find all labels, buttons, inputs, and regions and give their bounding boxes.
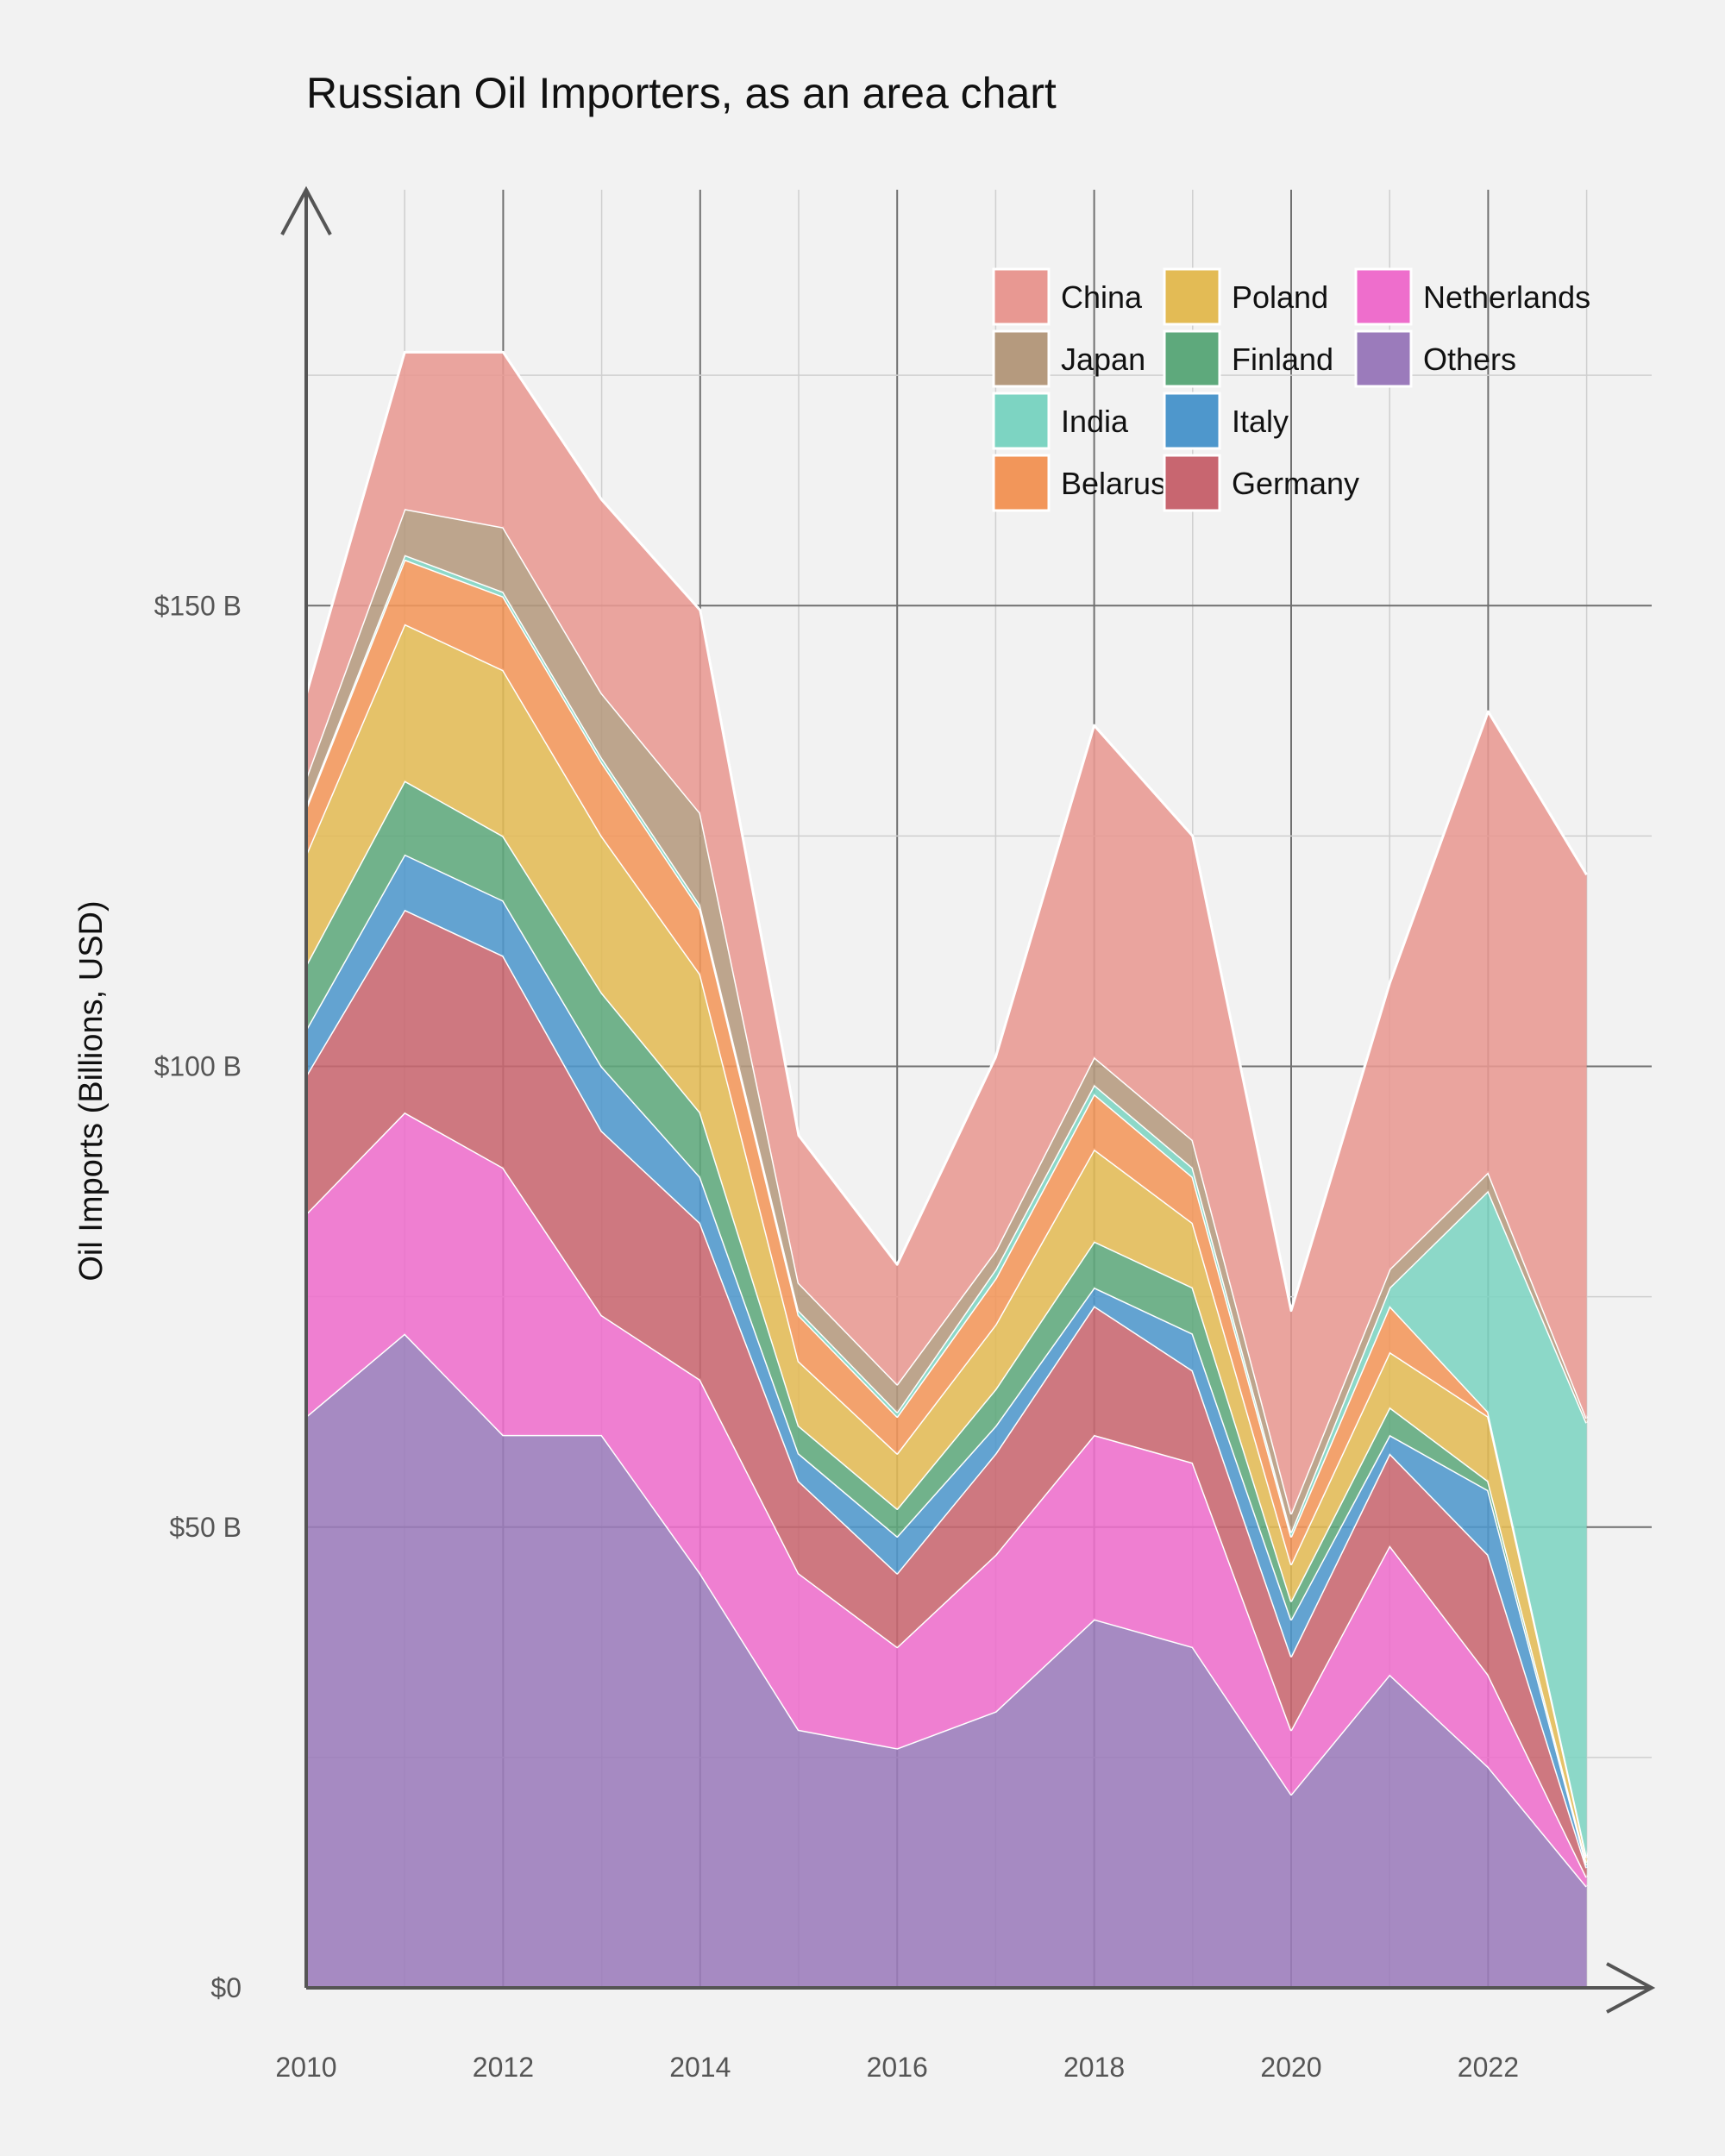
- y-tick-label: $50 B: [169, 1512, 242, 1543]
- x-tick-label: 2016: [867, 2052, 928, 2083]
- area-edge-italy: [304, 853, 1589, 1866]
- legend-label: Japan: [1061, 342, 1145, 377]
- legend-swatch: [992, 267, 1051, 326]
- legend-swatch: [1354, 329, 1413, 388]
- x-axis-arrow: [1606, 1962, 1656, 2014]
- legend-swatch: [1163, 329, 1221, 388]
- legend-label: Belarus: [1061, 466, 1166, 501]
- x-tick-label: 2018: [1063, 2052, 1125, 2083]
- legend-label: China: [1061, 279, 1143, 315]
- legend-item-india: India: [992, 392, 1129, 450]
- chart-title: Russian Oil Importers, as an area chart: [306, 69, 1057, 117]
- legend-swatch: [1163, 454, 1221, 512]
- legend-swatch: [1354, 267, 1413, 326]
- area-netherlands: [306, 1112, 1587, 1887]
- legend-swatch: [992, 454, 1051, 512]
- y-tick-label: $100 B: [154, 1051, 242, 1082]
- areas: [304, 350, 1589, 1988]
- x-tick-label: 2020: [1260, 2052, 1321, 2083]
- legend-item-italy: Italy: [1163, 392, 1289, 450]
- x-tick-label: 2014: [669, 2052, 731, 2083]
- tick-labels: 2010 2012 2014 2016 2018 2020 2022 $0 $50 B $100 …: [154, 590, 1519, 2083]
- area-china: [306, 352, 1587, 1514]
- legend-item-poland: Poland: [1163, 267, 1328, 326]
- area-japan: [306, 509, 1587, 1532]
- area-finland: [306, 780, 1587, 1865]
- area-others: [306, 1333, 1587, 1988]
- legend-label: Netherlands: [1423, 279, 1590, 315]
- area-italy: [306, 854, 1587, 1869]
- legend-label: India: [1061, 404, 1129, 439]
- legend-item-finland: Finland: [1163, 329, 1333, 388]
- legend-item-germany: Germany: [1163, 454, 1359, 512]
- legend-label: Poland: [1232, 279, 1328, 315]
- legend-item-belarus: Belarus: [992, 454, 1166, 512]
- legend-swatch: [992, 392, 1051, 450]
- x-tick-label: 2012: [473, 2052, 534, 2083]
- legend-item-china: China: [992, 267, 1143, 326]
- legend-label: Germany: [1232, 466, 1359, 501]
- area-edge-china: [304, 350, 1588, 1313]
- y-tick-label: $150 B: [154, 590, 242, 621]
- legend-label: Others: [1423, 342, 1516, 377]
- x-tick-label: 2010: [275, 2052, 336, 2083]
- legend-swatch: [992, 329, 1051, 388]
- legend-item-others: Others: [1354, 329, 1516, 388]
- legend-item-netherlands: Netherlands: [1354, 267, 1590, 326]
- x-tick-label: 2022: [1458, 2052, 1519, 2083]
- legend-label: Finland: [1232, 342, 1333, 377]
- y-axis-arrow: [280, 185, 332, 235]
- axes: [280, 185, 1656, 2014]
- area-germany: [306, 909, 1587, 1877]
- area-poland: [306, 624, 1587, 1863]
- y-tick-label: $0: [210, 1972, 242, 2003]
- legend-swatch: [1163, 267, 1221, 326]
- legend-swatch: [1163, 392, 1221, 450]
- legend-label: Italy: [1232, 404, 1289, 439]
- legend-item-japan: Japan: [992, 329, 1145, 388]
- legend: China Japan India Belarus Poland Finland Italy…: [992, 267, 1590, 512]
- y-axis-label: Oil Imports (Billions, USD): [73, 900, 110, 1281]
